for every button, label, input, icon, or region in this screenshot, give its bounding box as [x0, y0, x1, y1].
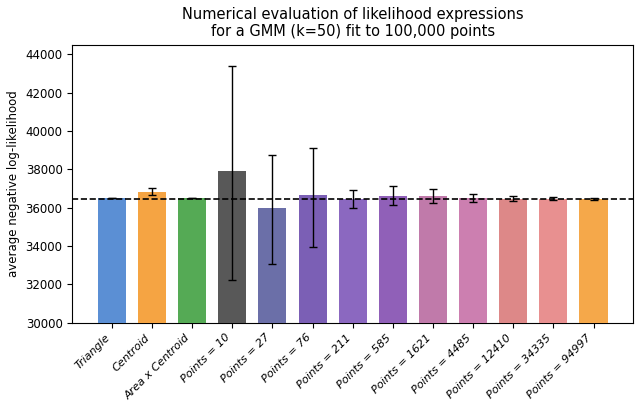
Bar — [218, 171, 246, 408]
Bar — [98, 198, 126, 408]
Bar — [419, 196, 447, 408]
Bar — [579, 199, 607, 408]
Title: Numerical evaluation of likelihood expressions
for a GMM (k=50) fit to 100,000 p: Numerical evaluation of likelihood expre… — [182, 7, 524, 39]
Bar — [499, 199, 527, 408]
Bar — [339, 199, 367, 408]
Bar — [379, 196, 407, 408]
Bar — [259, 208, 287, 408]
Bar — [138, 192, 166, 408]
Bar — [540, 199, 568, 408]
Bar — [298, 195, 326, 408]
Bar — [459, 198, 487, 408]
Bar — [178, 198, 206, 408]
Y-axis label: average negative log-likelihood: average negative log-likelihood — [7, 90, 20, 277]
